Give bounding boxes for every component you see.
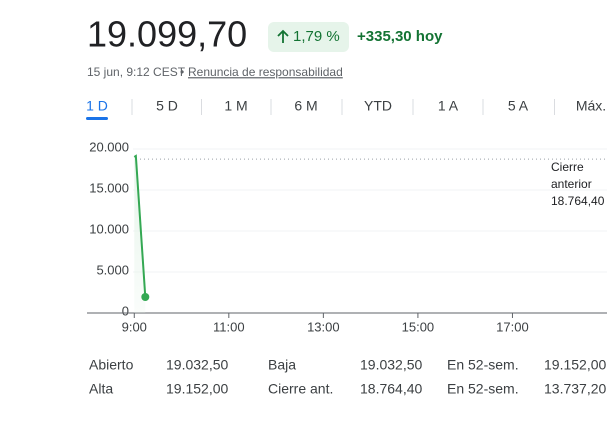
range-tabs: 1 D 5 D 1 M 6 M YTD 1 A 5 A Máx.	[86, 98, 606, 120]
stat-label: Baja	[268, 357, 296, 373]
tab[interactable]: 5 A	[508, 98, 529, 114]
previous-close-label: anterior	[551, 177, 592, 191]
x-tick-label: 15:00	[402, 319, 435, 334]
stat-label: En 52-sem.	[447, 357, 519, 373]
stat-label: Cierre ant.	[268, 381, 333, 397]
stat-label: Alta	[89, 381, 113, 397]
stat-value: 13.737,20	[544, 381, 606, 397]
x-tick-label: 13:00	[307, 319, 340, 334]
stat-label: En 52-sem.	[447, 381, 519, 397]
tab[interactable]: 1 A	[438, 98, 459, 114]
tab[interactable]: 6 M	[294, 98, 317, 114]
tab[interactable]: Máx.	[576, 98, 606, 114]
stat-value: 19.152,00	[544, 357, 606, 373]
line-area	[134, 155, 146, 313]
y-tick-label: 15.000	[89, 180, 129, 195]
timestamp: 15 jun, 9:12 CEST	[87, 65, 186, 79]
change-pill	[268, 22, 349, 52]
y-tick-label: 20.000	[89, 139, 129, 154]
stat-label: Abierto	[89, 357, 134, 373]
tab[interactable]: 5 D	[156, 98, 178, 114]
previous-close-label: Cierre	[551, 160, 584, 174]
previous-close-value: 18.764,40	[551, 194, 605, 208]
disclaimer-link[interactable]: Renuncia de responsabilidad	[188, 65, 343, 79]
stat-value: 19.152,00	[166, 381, 228, 397]
current-point	[141, 293, 150, 302]
stat-value: 18.764,40	[360, 381, 422, 397]
separator: •	[180, 65, 184, 79]
change-abs: +335,30 hoy	[357, 28, 443, 45]
y-tick-label: 5.000	[96, 262, 129, 277]
x-tick-label: 11:00	[213, 319, 245, 334]
up-arrow	[277, 29, 289, 43]
x-tick-label: 9:00	[122, 319, 147, 334]
tab[interactable]: 1 D	[86, 98, 108, 114]
stat-value: 19.032,50	[166, 357, 228, 373]
tab[interactable]: 1 M	[224, 98, 247, 114]
stats-table: Abierto 19.032,50 Baja 19.032,50 En 52-sem. 1…	[89, 357, 606, 397]
y-tick-label: 10.000	[89, 221, 129, 236]
stat-value: 19.032,50	[360, 357, 422, 373]
tab[interactable]: YTD	[364, 98, 392, 114]
y-tick-label: 0	[122, 303, 129, 318]
tab-underline	[86, 117, 108, 120]
x-tick-label: 17:00	[496, 319, 529, 334]
price: 19.099,70	[87, 14, 247, 55]
price-line	[133, 154, 147, 298]
chart: 0 5.000 10.000 15.000 20.000 9:00 11:00 13:00 15…	[87, 139, 607, 334]
change-percent: 1,79 %	[293, 28, 340, 45]
